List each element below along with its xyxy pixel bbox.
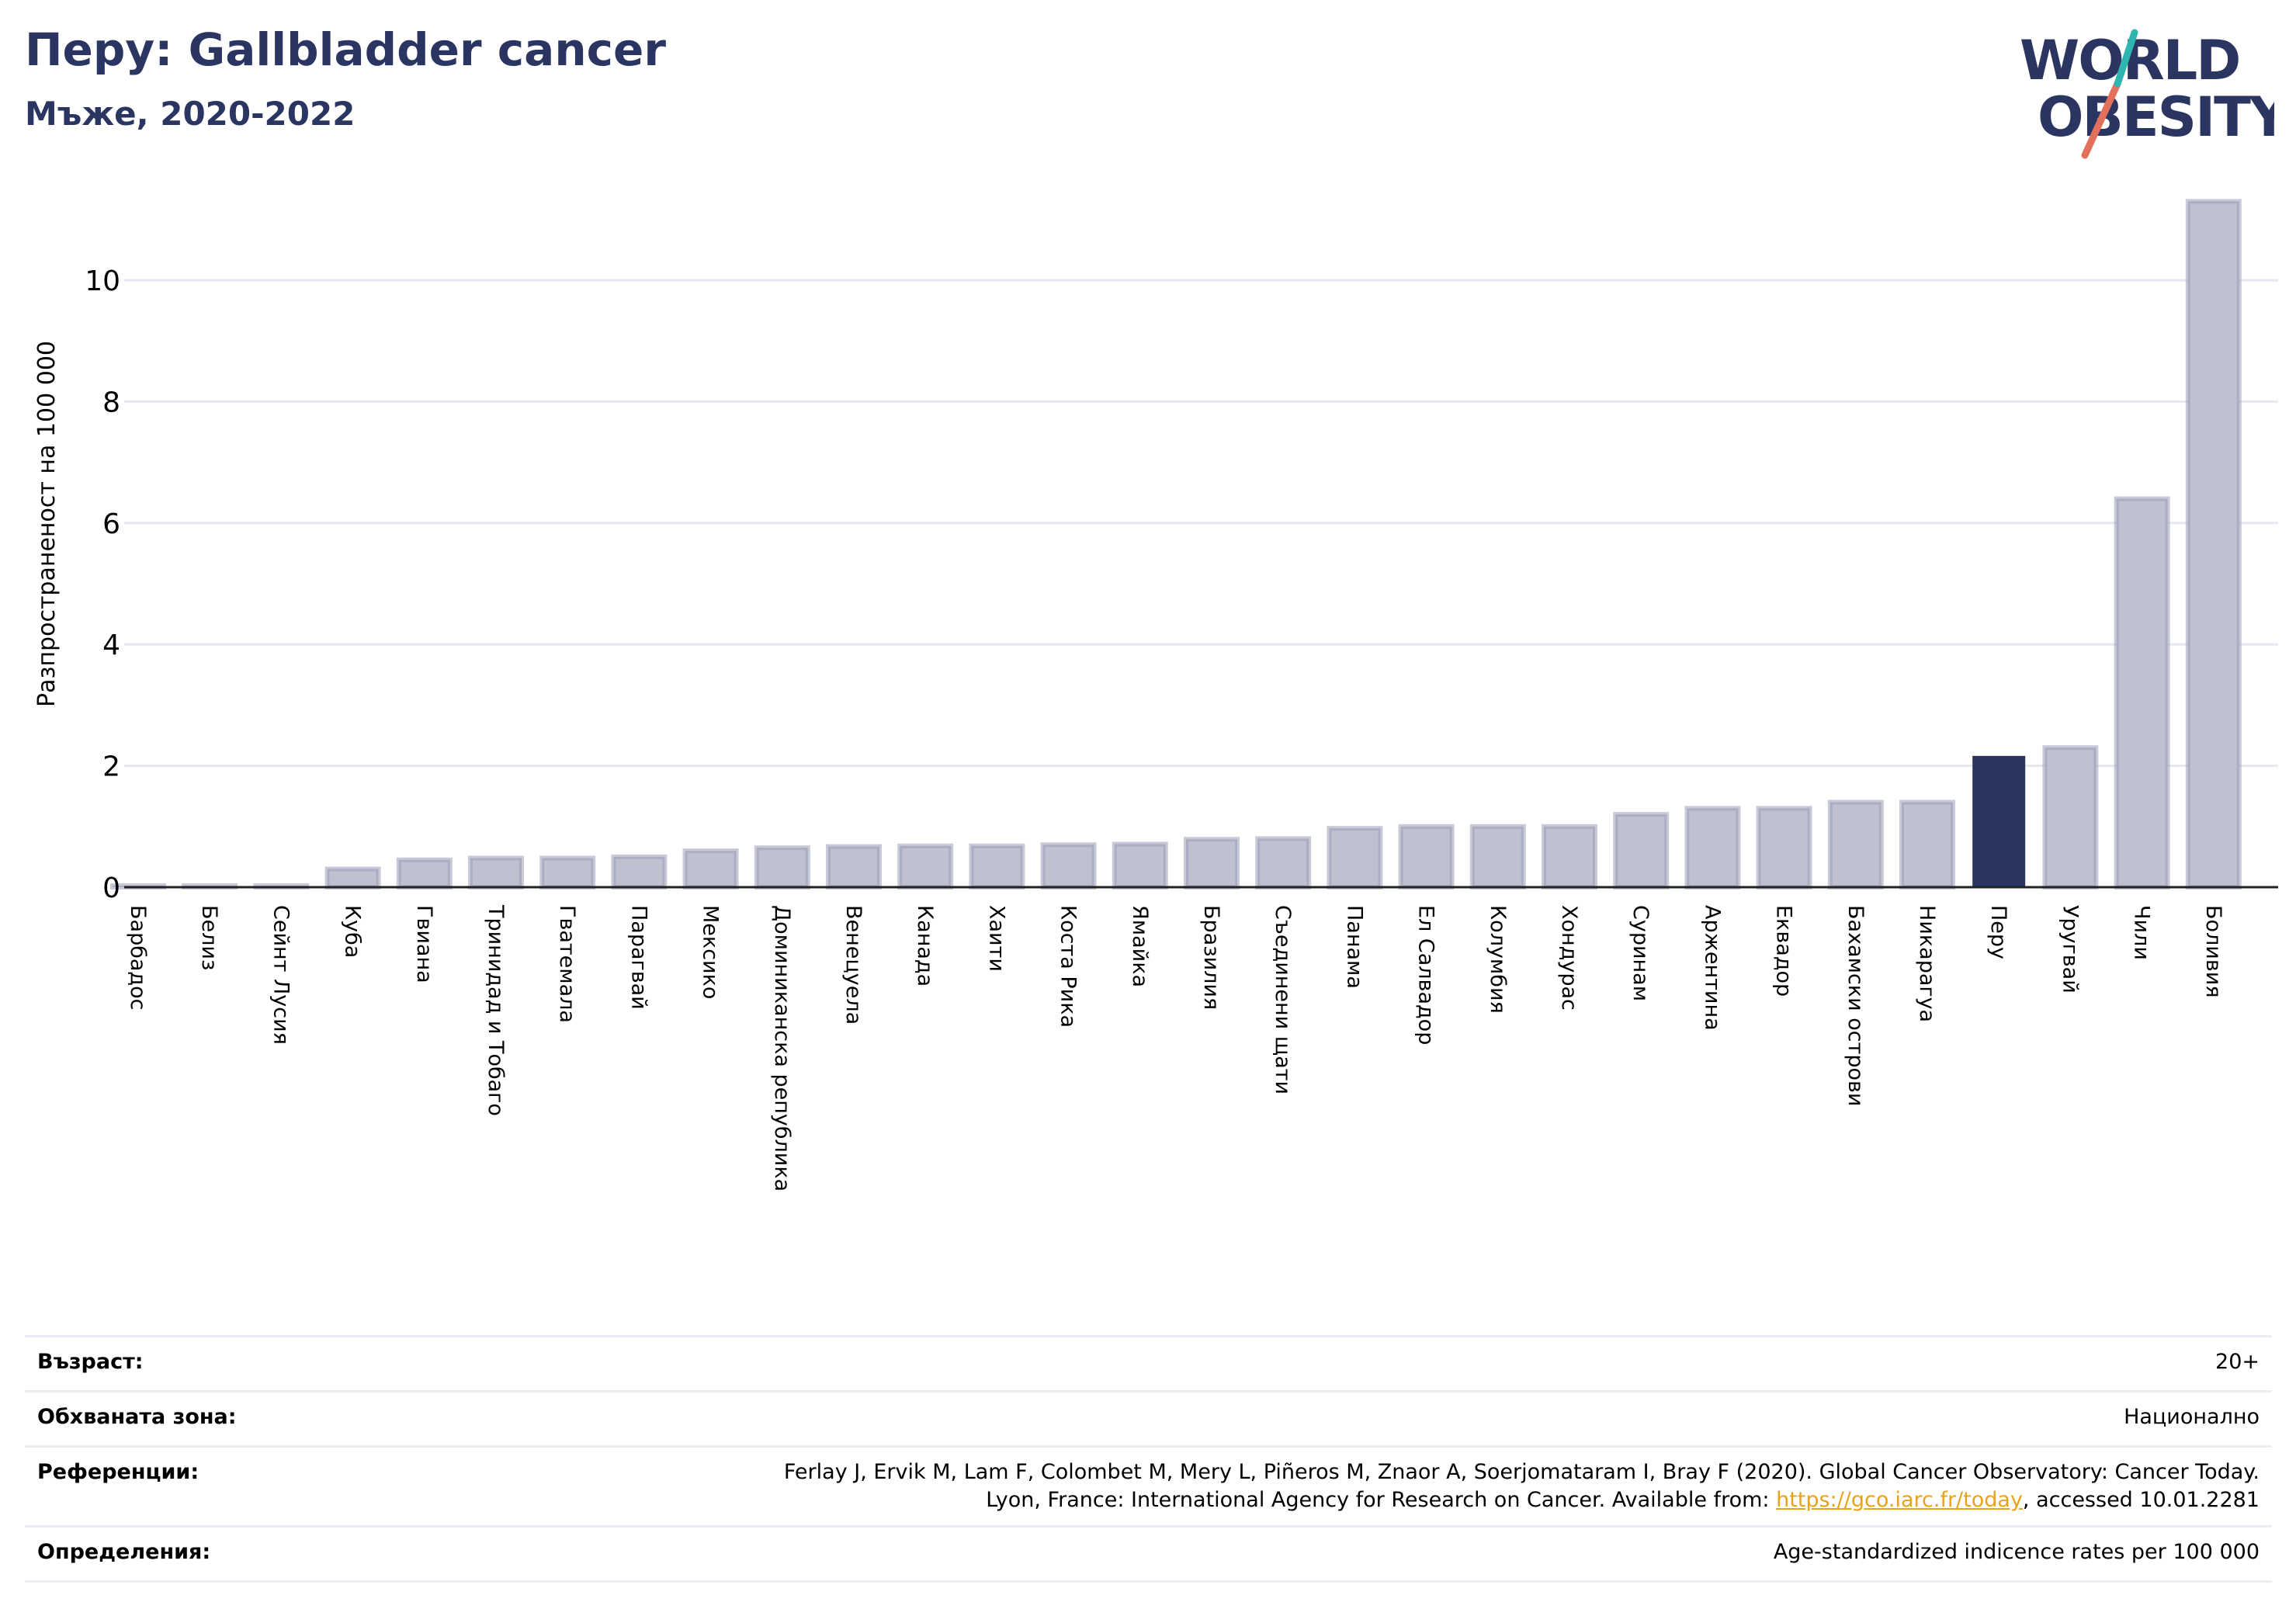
x-tick-label: Коста Рика: [1056, 905, 1080, 1028]
world-obesity-logo: WORLD OBESITY: [2020, 29, 2274, 159]
logo-slash-teal: [2114, 29, 2138, 88]
bar-18: [1327, 826, 1383, 890]
page-title: Перу: Gallbladder cancer: [25, 23, 666, 76]
x-tick-label: Канада: [913, 905, 937, 987]
axis-layer: 0 2 4 6 8 10 Барбадос Белиз Сейнт Лусия Куба Гвиан…: [85, 265, 2278, 1191]
bar-26: [1899, 799, 1955, 890]
bar-22: [1613, 812, 1670, 890]
bar-15: [1112, 841, 1168, 890]
x-tick-label: Ел Салвадор: [1414, 905, 1438, 1045]
bar-29: [2114, 496, 2170, 890]
x-tick-label: Тринидад и Тобаго: [484, 904, 508, 1116]
bar-27: [1972, 755, 2026, 888]
bar-28: [2042, 745, 2099, 890]
bar-20: [1469, 824, 1526, 890]
x-tick-label: Суринам: [1628, 905, 1653, 1001]
x-tick-label: Колумбия: [1486, 905, 1510, 1014]
y-tick-label: 8: [102, 387, 120, 418]
meta-label-age: Възраст:: [37, 1350, 144, 1374]
reference-line-1: Ferlay J, Ervik M, Lam F, Colombet M, Me…: [783, 1460, 2260, 1484]
meta-value-age: 20+: [2215, 1350, 2260, 1374]
x-tick-label: Боливия: [2201, 905, 2225, 998]
bar-30: [2185, 199, 2242, 890]
y-axis-label: Разпространеност на 100 000: [33, 341, 61, 707]
meta-row-definitions: Определения: Age-standardized indicence …: [25, 1528, 2272, 1583]
x-tick-label: Сейнт Лусия: [269, 905, 293, 1045]
x-tick-label: Барбадос: [126, 905, 150, 1010]
bar-14: [1040, 842, 1097, 890]
meta-label-area: Обхваната зона:: [37, 1405, 237, 1429]
reference-line-2: Lyon, France: International Agency for R…: [784, 1486, 2260, 1514]
x-tick-label: Доминиканска република: [770, 905, 794, 1191]
x-tick-label: Венецуела: [841, 905, 865, 1025]
x-tick-label: Ямайка: [1128, 905, 1152, 987]
x-tick-label: Перу: [1986, 905, 2010, 959]
y-tick-label: 10: [85, 265, 120, 297]
logo-text-obesity: OBESITY: [2038, 85, 2274, 149]
y-tick-label: 4: [102, 629, 120, 661]
x-tick-label: Мексико: [699, 905, 723, 999]
bar-5: [396, 857, 453, 890]
reference-line-2-suffix: , accessed 10.01.2281: [2022, 1488, 2260, 1512]
x-tick-label: Гвиана: [412, 905, 436, 983]
bar-8: [611, 854, 668, 890]
bar-layer: [110, 199, 2242, 890]
bar-6: [468, 855, 524, 890]
grid-layer: [124, 279, 2278, 768]
meta-value-definitions: Age-standardized indicence rates per 100…: [1773, 1540, 2260, 1564]
bar-10: [754, 845, 810, 890]
x-tick-label: Панама: [1342, 905, 1366, 989]
bar-12: [897, 843, 954, 890]
x-tick-label: Куба: [341, 905, 365, 958]
bar-19: [1398, 824, 1455, 890]
page-subtitle: Мъже, 2020-2022: [25, 95, 355, 133]
meta-row-age: Възраст: 20+: [25, 1337, 2272, 1392]
bar-11: [826, 844, 882, 890]
x-tick-label: Хондурас: [1557, 905, 1581, 1011]
y-tick-label: 0: [102, 872, 120, 904]
bar-23: [1684, 806, 1741, 890]
bar-9: [682, 848, 739, 890]
x-tick-label: Хаити: [984, 905, 1008, 972]
bar-24: [1756, 806, 1812, 890]
logo-slash-orange: [2081, 80, 2121, 159]
bar-chart: 0 2 4 6 8 10 Барбадос Белиз Сейнт Лусия Куба Гвиан…: [33, 199, 2278, 1191]
x-tick-label: Никарагуа: [1915, 905, 1939, 1022]
x-tick-label: Бразилия: [1199, 905, 1223, 1010]
x-tick-label: Аржентина: [1700, 905, 1724, 1031]
meta-label-definitions: Определения:: [37, 1540, 211, 1564]
bar-21: [1542, 824, 1597, 890]
x-tick-label: Парагвай: [626, 905, 650, 1010]
x-tick-label: Еквадор: [1772, 905, 1796, 997]
meta-row-area: Обхваната зона: Национално: [25, 1392, 2272, 1448]
metadata-table: Възраст: 20+ Обхваната зона: Национално …: [25, 1335, 2272, 1583]
x-tick-label: Гватемала: [555, 905, 579, 1023]
bar-4: [324, 866, 381, 890]
meta-value-references: Ferlay J, Ervik M, Lam F, Colombet M, Me…: [784, 1458, 2260, 1514]
x-tick-label: Белиз: [197, 905, 221, 970]
meta-row-references: Референции: Ferlay J, Ervik M, Lam F, Co…: [25, 1448, 2272, 1528]
x-tick-label: Бахамски острови: [1843, 905, 1868, 1106]
meta-label-references: Референции:: [37, 1460, 199, 1484]
bar-7: [539, 855, 596, 890]
bar-17: [1255, 836, 1312, 890]
bar-13: [969, 843, 1025, 890]
bar-16: [1184, 837, 1240, 890]
x-tick-label: Чили: [2130, 905, 2154, 960]
reference-line-2-prefix: Lyon, France: International Agency for R…: [986, 1488, 1777, 1512]
y-tick-label: 6: [102, 508, 120, 540]
x-tick-label: Съединени щати: [1271, 905, 1295, 1094]
reference-link[interactable]: https://gco.iarc.fr/today: [1776, 1488, 2023, 1512]
meta-value-area: Национално: [2124, 1405, 2260, 1429]
y-tick-label: 2: [102, 751, 120, 783]
x-tick-label: Уругвай: [2058, 905, 2082, 994]
bar-25: [1827, 799, 1884, 890]
